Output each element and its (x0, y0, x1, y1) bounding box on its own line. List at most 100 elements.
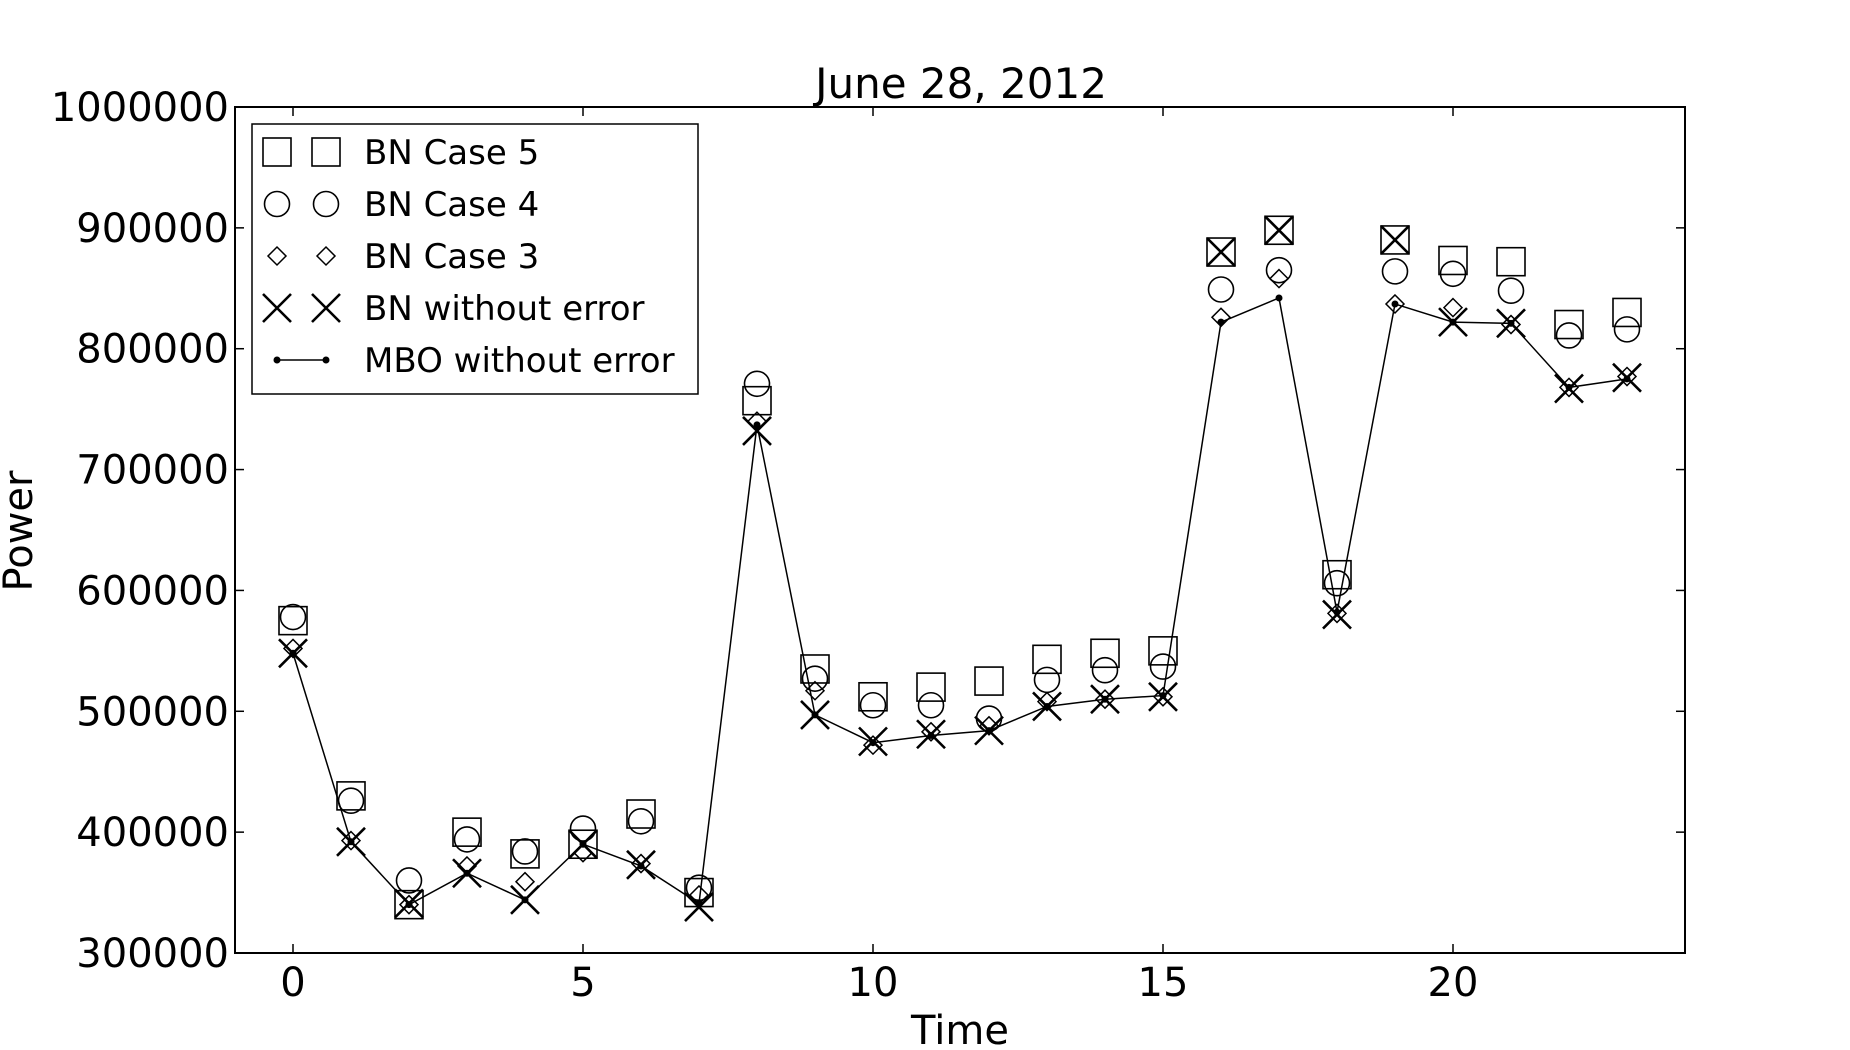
data-point (1033, 666, 1061, 694)
y-tick-label: 300000 (76, 931, 229, 977)
data-point (278, 605, 308, 636)
legend-marker (315, 245, 337, 267)
legend-marker (312, 190, 340, 218)
data-point (569, 815, 597, 842)
plot-area (234, 106, 1686, 954)
data-point (278, 638, 308, 669)
legend-marker (273, 356, 281, 364)
data-point (1323, 569, 1351, 597)
data-point (1438, 245, 1468, 276)
data-point (1149, 653, 1177, 680)
y-tick-label: 700000 (76, 448, 229, 494)
data-point (394, 888, 424, 919)
x-tick-label: 20 (1428, 960, 1479, 1006)
y-tick-label: 1000000 (51, 85, 229, 131)
x-axis-title: Time (910, 1008, 1009, 1050)
data-point (1496, 246, 1526, 277)
data-point (279, 603, 307, 631)
data-point (801, 665, 829, 692)
y-tick-label: 400000 (76, 810, 229, 856)
data-point (858, 726, 888, 757)
data-point (916, 719, 946, 750)
legend-item: BN Case 3 (266, 237, 539, 277)
data-point (627, 807, 655, 835)
data-point (1497, 277, 1525, 305)
data-point (1442, 297, 1464, 318)
data-point (452, 858, 482, 889)
y-tick-label: 500000 (76, 689, 229, 735)
legend-marker (262, 293, 292, 323)
data-point (800, 699, 830, 730)
legend: BN Case 5 BN Case 4 BN Case 3 BN without er… (251, 123, 699, 395)
data-point (1264, 215, 1294, 246)
data-point (974, 666, 1004, 696)
data-point (336, 826, 366, 857)
data-point (684, 892, 714, 922)
legend-marker (266, 245, 288, 267)
data-point (974, 715, 1004, 746)
data-point (395, 867, 423, 894)
data-point (1439, 260, 1467, 288)
data-point (1148, 681, 1178, 712)
data-point (1384, 293, 1406, 315)
series-circle (279, 256, 1641, 902)
y-tick-label: 900000 (76, 206, 229, 252)
data-point (1554, 373, 1584, 404)
legend-label: BN Case 4 (364, 185, 539, 225)
data-point (688, 884, 710, 906)
data-point (398, 894, 420, 915)
data-point (1206, 237, 1236, 267)
legend-item: MBO without error (273, 341, 675, 381)
data-point (1265, 256, 1293, 284)
data-point (1612, 297, 1642, 328)
data-point (1613, 316, 1641, 343)
x-tick-label: 15 (1138, 960, 1189, 1006)
y-axis-title: Power (0, 470, 42, 591)
data-point (1554, 309, 1584, 340)
data-point (626, 849, 656, 880)
data-point (1380, 225, 1410, 255)
data-point (626, 799, 656, 829)
data-point (1268, 268, 1290, 289)
legend-label: BN Case 5 (364, 133, 539, 173)
x-axis-tick-labels: 0 5 10 15 20 (280, 960, 1478, 1006)
data-point (1032, 644, 1062, 675)
data-point (1496, 308, 1526, 339)
series-square (278, 215, 1642, 920)
axis-ticks (235, 106, 1685, 954)
series-layer (278, 215, 1642, 922)
data-point (1500, 314, 1522, 335)
data-point (1091, 656, 1119, 684)
data-point (568, 829, 598, 860)
legend-marker (263, 190, 291, 218)
series-x (278, 215, 1642, 922)
data-point (917, 691, 945, 719)
data-point (685, 874, 713, 902)
data-point (804, 680, 826, 701)
chart-title: June 28, 2012 (812, 59, 1107, 108)
x-tick-label: 0 (280, 960, 305, 1006)
series-line (292, 296, 1628, 906)
data-point (916, 672, 946, 702)
data-point (859, 691, 887, 719)
y-tick-label: 800000 (76, 327, 229, 373)
legend-marker (311, 293, 341, 323)
data-point (862, 735, 884, 756)
legend-item: BN Case 4 (263, 185, 539, 225)
data-point (1207, 276, 1235, 303)
data-point (1612, 362, 1642, 393)
data-point (511, 838, 539, 865)
y-axis-tick-labels: 300000 400000 500000 600000 700000 800000 9000… (51, 85, 229, 977)
data-point (1148, 636, 1178, 666)
data-point (514, 871, 536, 892)
data-point (1032, 691, 1062, 722)
data-point (1094, 689, 1116, 710)
data-point (1438, 307, 1468, 338)
legend-marker (311, 137, 341, 167)
data-point (742, 415, 772, 446)
legend-item: BN Case 5 (262, 133, 539, 173)
legend-label: BN without error (364, 289, 645, 329)
x-tick-label: 10 (848, 960, 899, 1006)
data-point (452, 817, 482, 847)
